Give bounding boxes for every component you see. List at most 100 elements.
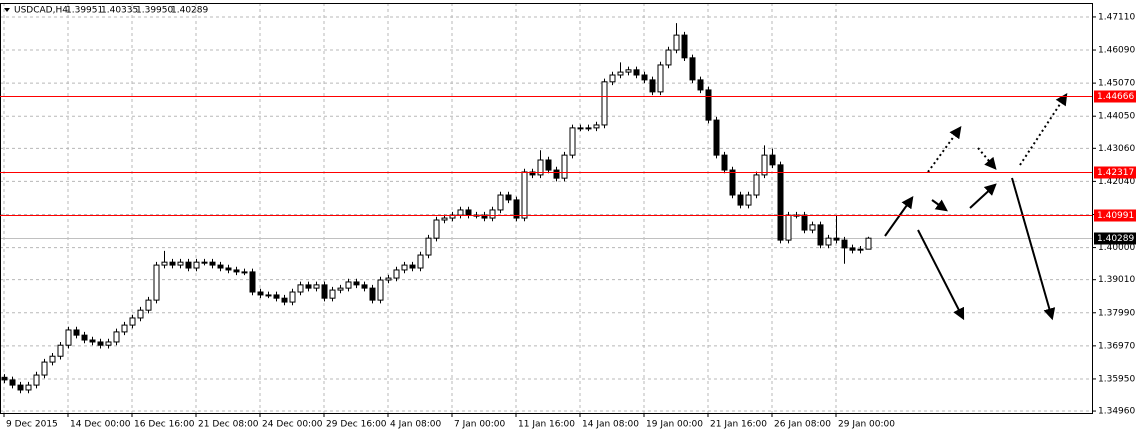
x-tick-label: 21 Dec 08:00 — [198, 420, 259, 430]
candle-body — [489, 209, 496, 219]
candle-body — [129, 317, 136, 326]
candle-body — [393, 269, 400, 279]
candle-body — [193, 261, 200, 269]
candle-body — [425, 237, 432, 256]
level-label-box — [1094, 209, 1136, 222]
candle-body — [841, 239, 848, 249]
candle-body — [777, 164, 784, 241]
candle-body — [849, 247, 856, 251]
candle-body — [497, 194, 504, 211]
candle-body — [305, 284, 312, 289]
candle-body — [345, 281, 352, 289]
candle-body — [417, 254, 424, 269]
candle-body — [89, 339, 96, 343]
candle-body — [1, 376, 8, 381]
candle-body — [761, 154, 768, 176]
x-tick-label: 14 Dec 00:00 — [70, 420, 131, 430]
candle-body — [65, 329, 72, 346]
arrow — [969, 183, 997, 209]
ohlc-low: 1.39950 — [136, 6, 173, 16]
candle-body — [513, 199, 520, 219]
candle-body — [73, 329, 80, 336]
arrow — [884, 196, 914, 237]
candle-body — [529, 171, 536, 176]
candle-body — [265, 294, 272, 297]
candle-body — [289, 291, 296, 303]
candle-body — [833, 237, 840, 241]
dotted-arrow — [1019, 92, 1068, 166]
candle-body — [697, 79, 704, 91]
candle-body — [617, 71, 624, 76]
candle-body — [721, 154, 728, 171]
arrow — [917, 229, 965, 321]
candle-body — [153, 264, 160, 301]
arrow — [1011, 177, 1056, 321]
ohlc-open: 1.39951 — [66, 6, 103, 16]
x-tick-label: 24 Dec 00:00 — [262, 420, 323, 430]
grid — [0, 3, 1092, 413]
y-tick-label: 1.43060 — [1098, 144, 1135, 154]
candle-body — [801, 214, 808, 231]
candle-body — [673, 34, 680, 51]
candle-body — [825, 237, 832, 246]
candle-body — [545, 159, 552, 171]
candle-body — [49, 355, 56, 363]
candle-body — [689, 57, 696, 81]
candle-body — [441, 217, 448, 221]
candle-body — [609, 74, 616, 83]
arrow — [931, 199, 948, 212]
candle-body — [569, 127, 576, 156]
candle-body — [321, 284, 328, 299]
x-tick-label: 14 Jan 08:00 — [582, 420, 639, 430]
x-tick-label: 29 Jan 00:00 — [838, 420, 895, 430]
candle-body — [561, 154, 568, 179]
y-tick-label: 1.47110 — [1098, 12, 1135, 22]
level-label: 1.42317 — [1097, 168, 1134, 178]
y-tick-label: 1.46090 — [1098, 46, 1135, 56]
level-label: 1.40991 — [1097, 211, 1134, 221]
candle-body — [281, 297, 288, 303]
candle-body — [537, 159, 544, 176]
candle-body — [257, 291, 264, 296]
candle-body — [649, 79, 656, 93]
y-tick-label: 1.42040 — [1098, 177, 1135, 187]
candle-body — [81, 334, 88, 341]
candle-body — [553, 169, 560, 179]
y-tick-label: 1.39010 — [1098, 275, 1135, 285]
candle-body — [177, 261, 184, 266]
x-tick-label: 9 Dec 2015 — [6, 420, 58, 430]
candle-body — [865, 237, 872, 250]
candle-body — [377, 279, 384, 301]
ohlc-close: 1.40289 — [171, 6, 208, 16]
candle-body — [209, 261, 216, 266]
candle-body — [641, 74, 648, 81]
level-label-box — [1094, 90, 1136, 103]
plot-border — [0, 3, 1093, 414]
candle-body — [105, 341, 112, 346]
candle-body — [745, 194, 752, 206]
candle-body — [385, 277, 392, 281]
candle-body — [353, 281, 360, 286]
candle-body — [337, 287, 344, 291]
candle-body — [857, 248, 864, 251]
candle-body — [625, 69, 632, 73]
candle-body — [577, 127, 584, 130]
candle-body — [121, 324, 128, 333]
candle-body — [25, 384, 32, 391]
x-tick-label: 26 Jan 08:00 — [774, 420, 831, 430]
candle-body — [145, 299, 152, 311]
candle-body — [185, 261, 192, 269]
candle-body — [465, 209, 472, 216]
y-tick-label: 1.40000 — [1098, 243, 1135, 253]
level-label: 1.44666 — [1097, 92, 1134, 102]
candle-body — [249, 271, 256, 293]
candle-body — [137, 309, 144, 319]
candle-body — [737, 194, 744, 206]
dotted-arrow — [927, 126, 962, 173]
x-tick-label: 11 Jan 16:00 — [518, 420, 575, 430]
y-tick-label: 1.36970 — [1098, 341, 1135, 351]
price-label: 1.40289 — [1097, 234, 1134, 244]
candle-body — [713, 119, 720, 156]
candle-body — [601, 81, 608, 126]
candle-body — [297, 284, 304, 293]
